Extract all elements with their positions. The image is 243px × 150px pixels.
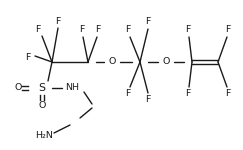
Text: F: F <box>145 96 151 105</box>
Text: F: F <box>25 54 31 63</box>
Text: NH: NH <box>65 84 79 93</box>
Text: F: F <box>185 26 191 34</box>
Text: O: O <box>162 57 170 66</box>
Text: F: F <box>125 26 131 34</box>
Text: F: F <box>125 90 131 99</box>
Text: F: F <box>55 18 61 27</box>
Text: F: F <box>79 26 85 34</box>
Text: O: O <box>108 57 116 66</box>
Text: F: F <box>95 26 101 34</box>
Text: O: O <box>38 102 46 111</box>
Text: O: O <box>14 84 22 93</box>
Text: F: F <box>225 90 231 99</box>
Text: F: F <box>35 26 41 34</box>
Text: H₂N: H₂N <box>35 130 53 140</box>
Text: F: F <box>225 26 231 34</box>
Text: F: F <box>145 18 151 27</box>
Text: F: F <box>185 90 191 99</box>
Text: S: S <box>38 83 45 93</box>
